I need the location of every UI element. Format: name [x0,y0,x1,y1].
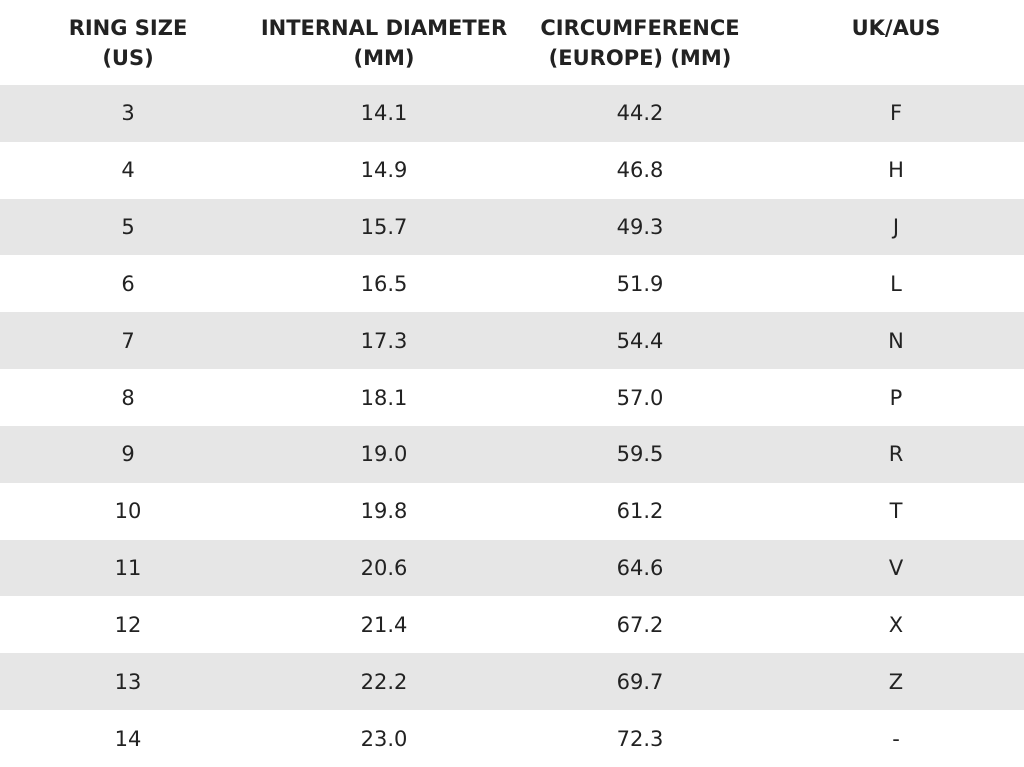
table-cell: 46.8 [616,158,664,183]
table-cell: H [888,158,904,183]
table-cell: 6 [121,271,135,296]
table-cell: V [888,556,904,581]
table-cell: 14.1 [360,101,408,126]
table-row: 6 16.5 51.9 L [0,255,1024,312]
header-row: RING SIZE (US) INTERNAL DIAMETER (MM) CIRCUM… [0,0,1024,85]
table-cell: 20.6 [360,556,408,581]
table-cell: T [889,499,903,524]
table-cell: - [892,726,900,751]
table-cell: 64.6 [616,556,664,581]
table-cell: 54.4 [616,328,664,353]
table-row: 13 22.2 69.7 Z [0,653,1024,711]
table-cell: X [888,612,904,637]
table-cell: 67.2 [616,612,664,637]
table-cell: N [888,328,904,353]
header-text: UK/AUS [851,16,941,40]
table-cell: 51.9 [616,271,664,296]
table-cell: 7 [121,328,135,353]
header-text: CIRCUMFERENCE [540,16,740,40]
table-row: 12 21.4 67.2 X [0,596,1024,653]
table-cell: 72.3 [616,726,664,751]
table-cell: 14 [114,726,142,751]
table-cell: 21.4 [360,612,408,637]
table-cell: 9 [121,442,135,467]
header-text: INTERNAL DIAMETER [260,16,508,40]
header-text: (US) [102,46,154,70]
table-cell: 69.7 [616,669,664,694]
header-cell: CIRCUMFERENCE (EUROPE) (MM) [512,0,768,85]
table-row: 14 23.0 72.3 - [0,710,1024,767]
table-row: 11 20.6 64.6 V [0,539,1024,597]
table-cell: 5 [121,215,135,240]
table-cell: F [889,101,903,126]
header-cell: UK/AUS [768,0,1024,85]
table-cell: 44.2 [616,101,664,126]
table-row: 10 19.8 61.2 T [0,483,1024,540]
table-cell: 4 [121,158,135,183]
table-cell: L [890,271,902,296]
table-cell: 16.5 [360,271,408,296]
table-cell: 10 [114,499,142,524]
table-cell: 13 [114,669,142,694]
table-cell: J [892,215,900,240]
header-cell: RING SIZE (US) [0,0,256,85]
table-cell: 12 [114,612,142,637]
table-cell: 19.0 [360,442,408,467]
table-cell: Z [888,669,904,694]
table-cell: 22.2 [360,669,408,694]
table-cell: 15.7 [360,215,408,240]
table-row: 3 14.1 44.2 F [0,85,1024,142]
table-row: 4 14.9 46.8 H [0,142,1024,199]
table-cell: 18.1 [360,385,408,410]
table-row: 8 18.1 57.0 P [0,369,1024,426]
table-cell: 8 [121,385,135,410]
table-cell: 49.3 [616,215,664,240]
table-cell: 14.9 [360,158,408,183]
header-text: (MM) [353,46,415,70]
table-cell: 3 [121,101,135,126]
table-cell: R [888,442,904,467]
header-cell: INTERNAL DIAMETER (MM) [256,0,512,85]
table-cell: 61.2 [616,499,664,524]
table-row: 9 19.0 59.5 R [0,425,1024,483]
table-cell: 57.0 [616,385,664,410]
header-text: RING SIZE [68,16,188,40]
table-cell: 17.3 [360,328,408,353]
table-row: 7 17.3 54.4 N [0,312,1024,370]
table-cell: 23.0 [360,726,408,751]
table-cell: 59.5 [616,442,664,467]
table-cell: 11 [114,556,142,581]
table-cell: 19.8 [360,499,408,524]
table-cell: P [889,385,903,410]
header-text: (EUROPE) (MM) [548,46,732,70]
table-row: 5 15.7 49.3 J [0,198,1024,256]
